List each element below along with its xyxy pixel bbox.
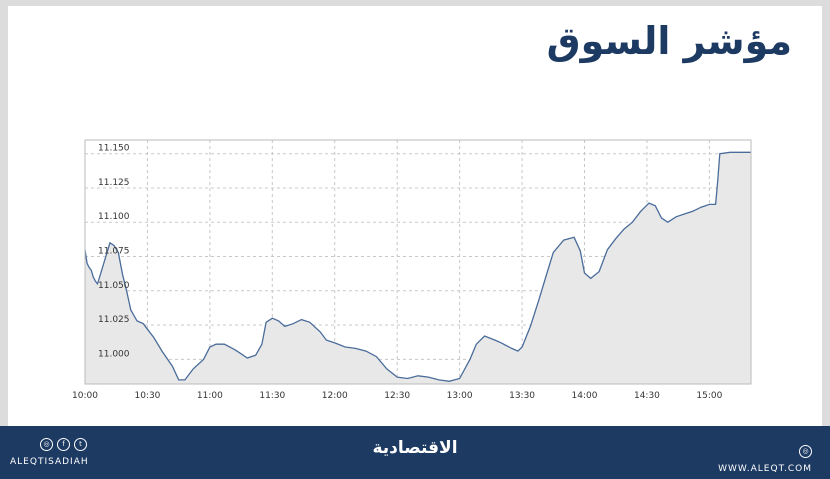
x-tick-label: 11:30: [259, 391, 285, 401]
web-icon[interactable]: ◎: [799, 445, 812, 458]
social-handle[interactable]: ALEQTISADIAH: [10, 457, 89, 467]
y-tick-label: 11.125: [98, 178, 130, 188]
x-tick-label: 15:00: [696, 391, 722, 401]
x-tick-label: 10:30: [134, 391, 160, 401]
website-block: ◎ WWW.ALEQT.COM: [718, 438, 812, 474]
brand-logo: الاقتصادية: [372, 438, 458, 458]
x-tick-label: 14:30: [634, 391, 660, 401]
footer-bar: ◎ f t ALEQTISADIAH الاقتصادية ◎ WWW.ALEQ…: [0, 426, 830, 479]
website-link[interactable]: WWW.ALEQT.COM: [718, 464, 812, 474]
series-line: [84, 151, 751, 382]
y-axis-ticks: 11.150 11.125 11.100 11.075 11.050 11.025 11.0…: [98, 144, 130, 360]
series-area: [85, 152, 751, 384]
y-tick-label: 11.000: [98, 349, 130, 359]
plot-frame: [84, 139, 752, 385]
y-tick-label: 11.150: [98, 144, 130, 154]
chart-title: مؤشر السوق: [546, 19, 792, 63]
x-tick-label: 13:00: [447, 391, 473, 401]
instagram-icon[interactable]: ◎: [40, 438, 53, 451]
twitter-icon[interactable]: t: [74, 438, 87, 451]
x-axis-ticks: 10:00 10:30 11:00 11:30 12:00 12:30 13:00 13:30…: [72, 391, 723, 401]
y-tick-label: 11.100: [98, 212, 130, 222]
social-block: ◎ f t ALEQTISADIAH: [10, 438, 89, 467]
x-tick-label: 13:30: [509, 391, 535, 401]
x-tick-label: 11:00: [197, 391, 223, 401]
social-icons: ◎ f t: [40, 438, 89, 451]
y-tick-label: 11.075: [98, 247, 130, 257]
y-tick-label: 11.050: [98, 281, 130, 291]
y-tick-label: 11.025: [98, 315, 130, 325]
x-tick-label: 10:00: [72, 391, 98, 401]
x-tick-label: 12:00: [322, 391, 348, 401]
x-tick-label: 12:30: [384, 391, 410, 401]
market-index-chart: 11.150 11.125 11.100 11.075 11.050 11.025 11.0…: [72, 139, 752, 401]
facebook-icon[interactable]: f: [57, 438, 70, 451]
x-tick-label: 14:00: [572, 391, 598, 401]
